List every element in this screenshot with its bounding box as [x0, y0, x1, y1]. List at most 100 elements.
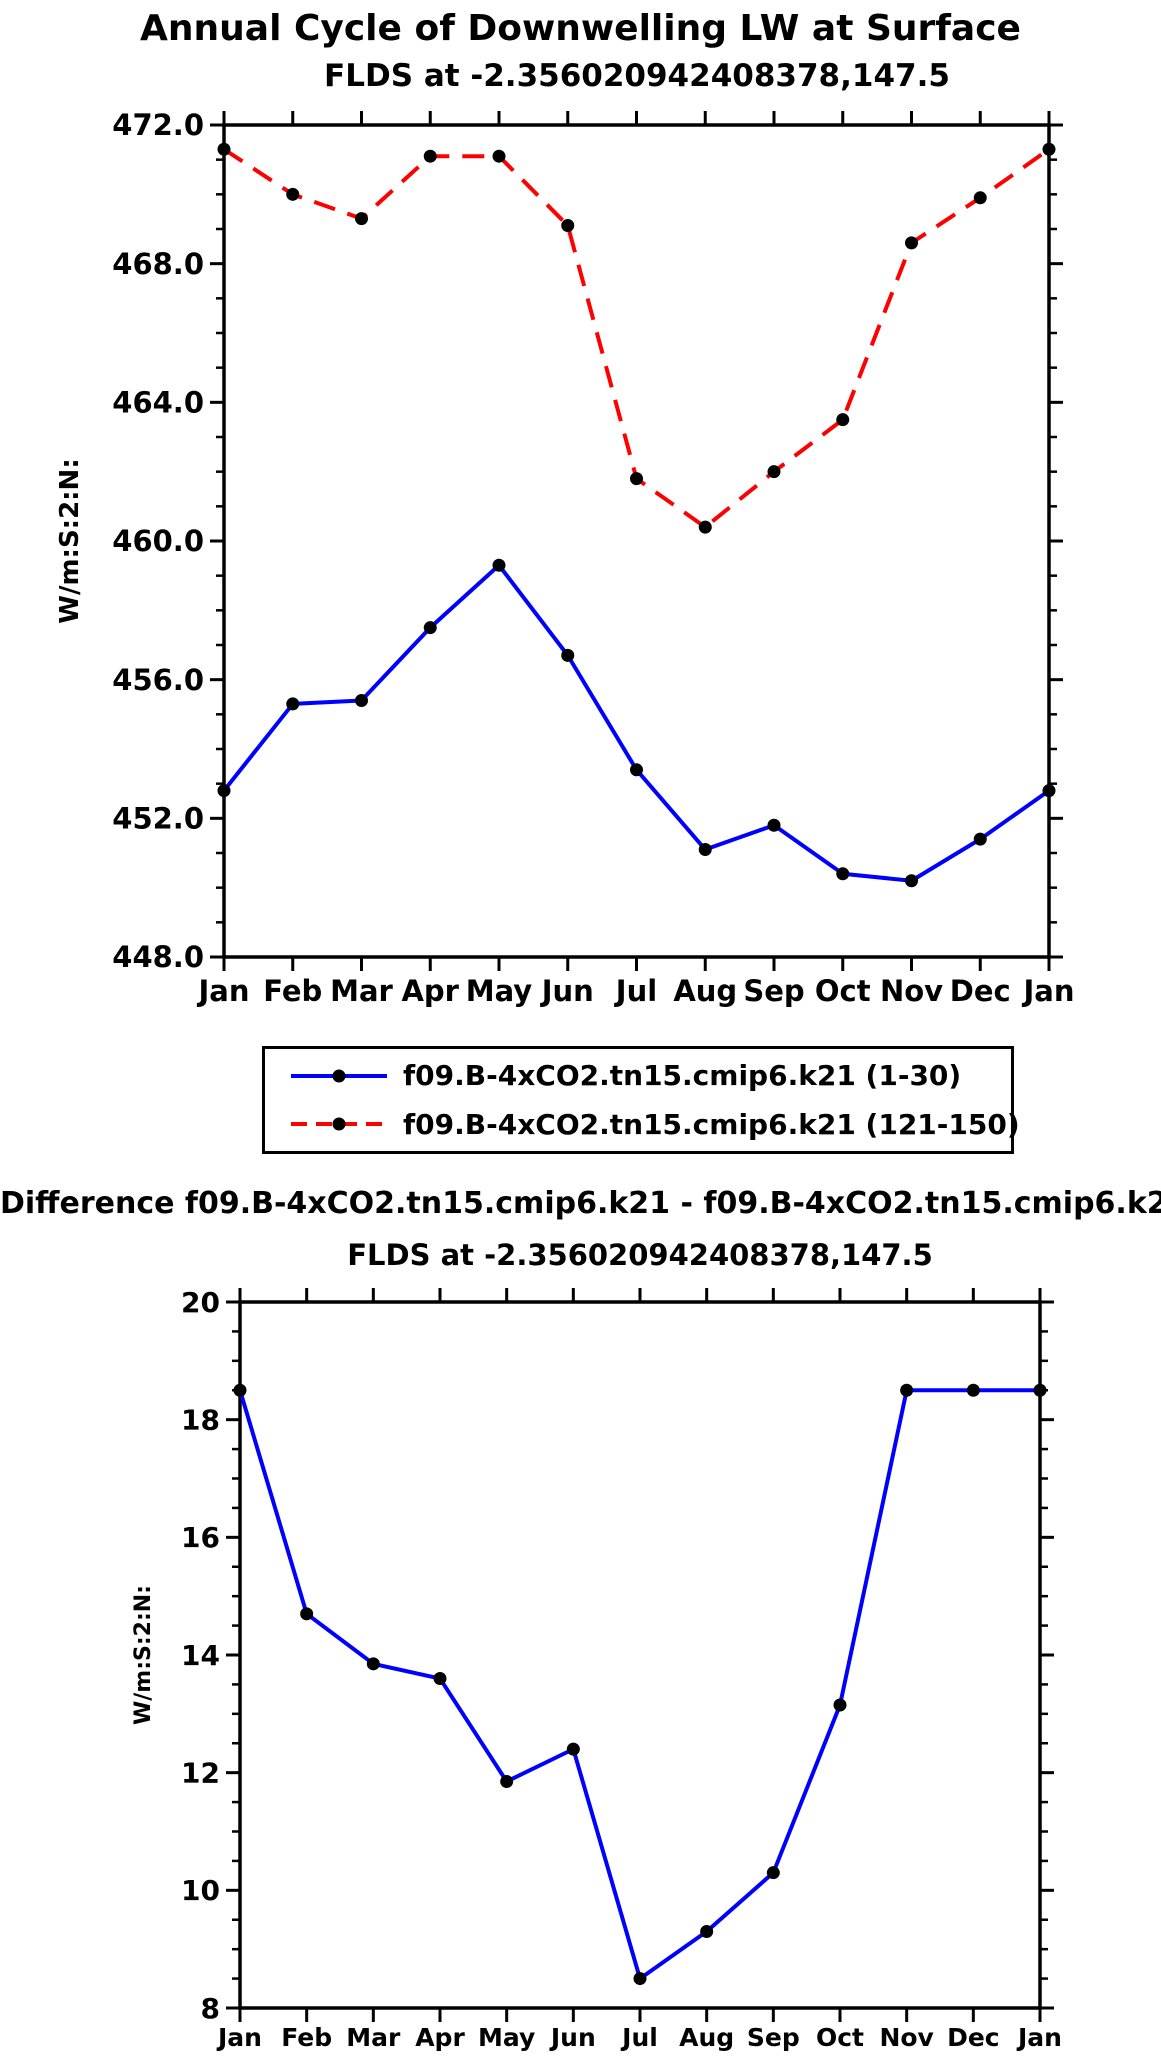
- top-chart-title: Annual Cycle of Downwelling LW at Surfac…: [140, 8, 1021, 49]
- x-tick-label: Jun: [540, 974, 594, 1008]
- x-tick-label: Dec: [950, 974, 1011, 1008]
- x-tick-label: Jun: [549, 2023, 596, 2052]
- x-tick-label: Nov: [879, 2023, 933, 2052]
- data-marker: [973, 191, 987, 205]
- data-marker: [698, 843, 712, 857]
- legend-label-series-2: f09.B-4xCO2.tn15.cmip6.k21 (121-150): [403, 1107, 1020, 1141]
- data-marker: [767, 465, 781, 479]
- data-marker: [833, 1698, 847, 1712]
- legend-item-series-1: f09.B-4xCO2.tn15.cmip6.k21 (1-30): [265, 1054, 1011, 1098]
- data-marker: [905, 236, 918, 250]
- data-marker: [300, 1607, 314, 1621]
- y-tick-label: 12: [181, 1756, 220, 1789]
- x-tick-label: Jan: [196, 974, 249, 1008]
- x-tick-label: Apr: [415, 2023, 465, 2052]
- data-marker: [286, 697, 300, 711]
- x-tick-label: Mar: [346, 2023, 401, 2052]
- x-tick-label: Aug: [673, 974, 737, 1008]
- data-marker: [966, 1383, 980, 1397]
- series-line: [222, 147, 1051, 530]
- data-marker: [217, 142, 231, 156]
- y-tick-label: 14: [181, 1639, 220, 1672]
- data-marker: [355, 693, 368, 707]
- y-tick-label: 10: [181, 1874, 220, 1907]
- data-marker: [973, 832, 987, 846]
- x-tick-label: Sep: [743, 974, 804, 1008]
- top-chart-canvas: 448.0 452.0 456.0 460.0 464.0 468.0 472.0 Jan Fe…: [55, 108, 1075, 1008]
- y-tick-label: 8: [201, 1992, 220, 2025]
- data-marker: [1033, 1383, 1047, 1397]
- data-marker: [423, 149, 437, 163]
- legend-label-series-1: f09.B-4xCO2.tn15.cmip6.k21 (1-30): [403, 1059, 962, 1093]
- y-tick-label: 448.0: [112, 940, 204, 974]
- plot-frame: [222, 123, 1051, 959]
- legend: f09.B-4xCO2.tn15.cmip6.k21 (1-30) f09.B-…: [262, 1046, 1020, 1154]
- x-tick-label: Sep: [747, 2023, 800, 2052]
- x-tick-label: Mar: [330, 974, 393, 1008]
- y-tick-label: 468.0: [112, 247, 204, 281]
- x-tick-label: May: [478, 2023, 535, 2052]
- series-line: [238, 1388, 1040, 1981]
- x-tick-label: Jan: [1021, 974, 1074, 1008]
- data-marker: [500, 1774, 514, 1788]
- data-marker: [1042, 142, 1056, 156]
- x-tick-label: Oct: [816, 2023, 864, 2052]
- data-marker: [633, 1972, 647, 1986]
- y-axis-label: W/m:S:2:N:: [55, 458, 85, 623]
- y-tick-label: 460.0: [112, 524, 204, 558]
- data-marker: [423, 621, 437, 635]
- y-tick-label: 16: [181, 1521, 220, 1554]
- x-tick-label: Oct: [815, 974, 871, 1008]
- x-tick-label: Jan: [1016, 2023, 1062, 2052]
- data-marker: [433, 1672, 447, 1686]
- x-tick-label: Nov: [880, 974, 943, 1008]
- data-marker: [700, 1925, 714, 1939]
- x-tick-label: Feb: [263, 974, 322, 1008]
- top-chart-subtitle: FLDS at -2.356020942408378,147.5: [324, 58, 950, 94]
- y-tick-label: 18: [181, 1403, 220, 1436]
- x-tick-label: May: [466, 974, 533, 1008]
- data-marker: [366, 1657, 380, 1671]
- y-tick-label: 464.0: [112, 385, 204, 419]
- data-marker: [561, 219, 575, 233]
- x-tick-label: Aug: [679, 2023, 734, 2052]
- data-marker: [767, 818, 781, 832]
- x-tick-label: Jan: [216, 2023, 262, 2052]
- data-marker: [900, 1383, 914, 1397]
- y-tick-label: 472.0: [112, 108, 204, 142]
- data-marker: [630, 763, 643, 777]
- x-tick-label: Jul: [620, 2023, 658, 2052]
- x-tick-label: Jul: [614, 974, 657, 1008]
- bottom-chart-title: Difference f09.B-4xCO2.tn15.cmip6.k21 - …: [0, 1186, 1161, 1221]
- x-tick-label: Apr: [401, 974, 459, 1008]
- data-marker: [698, 520, 712, 534]
- series-line: [222, 563, 1051, 883]
- legend-line-red-dashed-icon: [291, 1117, 387, 1131]
- legend-marker: [332, 1069, 346, 1083]
- data-marker: [766, 1866, 780, 1880]
- data-marker: [355, 212, 368, 226]
- legend-marker: [332, 1117, 346, 1131]
- data-marker: [566, 1742, 580, 1756]
- y-tick-label: 456.0: [112, 663, 204, 697]
- data-marker: [1042, 784, 1056, 798]
- data-marker: [492, 149, 506, 163]
- data-marker: [492, 558, 506, 572]
- bottom-chart-subtitle: FLDS at -2.356020942408378,147.5: [347, 1238, 933, 1272]
- x-tick-label: Dec: [947, 2023, 1000, 2052]
- data-marker: [630, 472, 643, 486]
- y-tick-label: 20: [181, 1286, 220, 1319]
- data-marker: [561, 648, 575, 662]
- data-marker: [905, 874, 918, 888]
- data-marker: [217, 784, 231, 798]
- data-marker: [836, 867, 850, 881]
- bottom-chart-canvas: 8 10 12 14 16 18 20 Jan Feb Mar Apr May Jun Jul Aug Sep…: [131, 1286, 1062, 2052]
- x-tick-label: Feb: [281, 2023, 332, 2052]
- legend-line-blue-solid-icon: [291, 1069, 387, 1083]
- legend-item-series-2: f09.B-4xCO2.tn15.cmip6.k21 (121-150): [265, 1102, 1020, 1146]
- y-tick-label: 452.0: [112, 801, 204, 835]
- data-marker: [233, 1383, 247, 1397]
- data-marker: [836, 413, 850, 427]
- y-axis-label: W/m:S:2:N:: [131, 1585, 156, 1725]
